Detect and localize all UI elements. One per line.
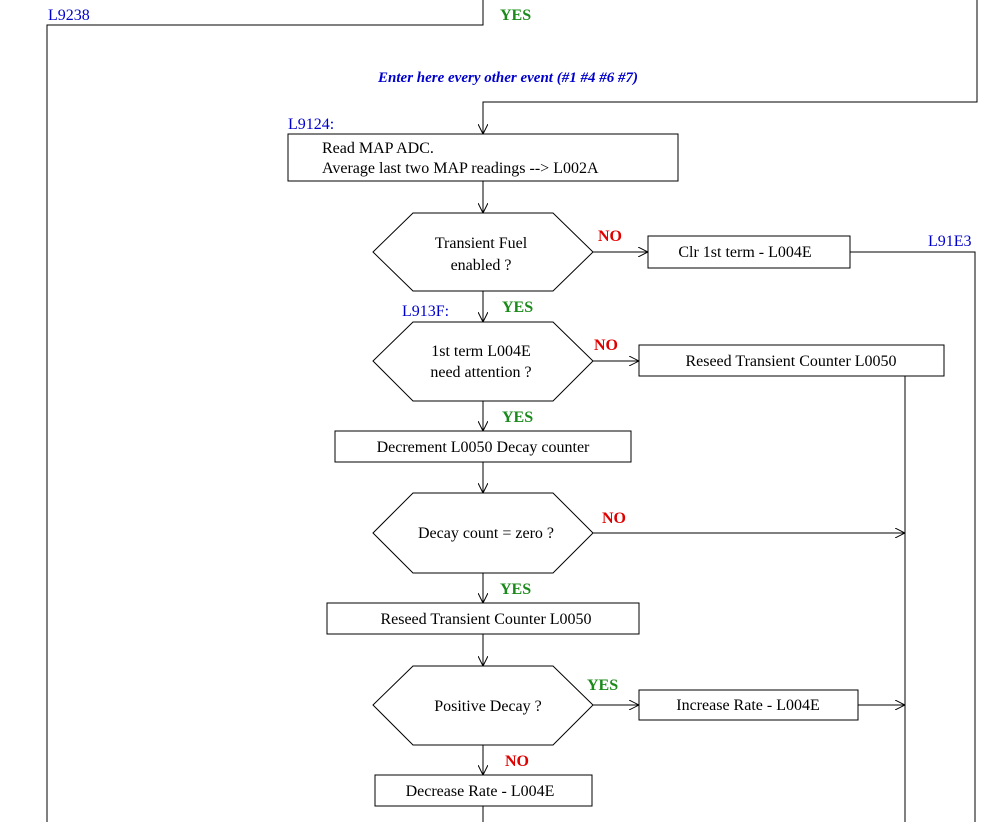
label-l9124: L9124: (288, 116, 334, 133)
branch-yes-transient: YES (502, 299, 533, 316)
reseed-counter-main-box (326, 602, 640, 635)
read-map-line1: Read MAP ADC. (322, 140, 434, 157)
branch-no-transient: NO (598, 228, 622, 245)
entry-note: Enter here every other event (#1 #4 #6 #… (377, 70, 638, 86)
clr-first-term-text: Clr 1st term - L004E (678, 244, 811, 261)
transient-enabled-line2: enabled ? (451, 257, 512, 274)
decrement-counter-box (334, 430, 632, 463)
connector-right-entry (483, 0, 978, 134)
label-l9238: L9238 (48, 7, 90, 24)
reseed-counter-main-text: Reseed Transient Counter L0050 (380, 611, 591, 628)
label-l91e3: L91E3 (928, 233, 972, 250)
first-term-line2: need attention ? (430, 364, 531, 381)
branch-no-first-term: NO (594, 337, 618, 354)
first-term-decision (372, 321, 594, 402)
label-l913f: L913F: (402, 303, 449, 320)
first-term-line1: 1st term L004E (431, 343, 531, 360)
reseed-counter-right-box (638, 344, 945, 377)
decay-zero-decision (372, 492, 594, 574)
connector-left-loop (46, 0, 484, 822)
branch-yes-decay-zero: YES (500, 581, 531, 598)
clr-first-term-box (647, 235, 851, 269)
positive-decay-text: Positive Decay ? (434, 698, 542, 715)
read-map-box (287, 133, 679, 182)
decrease-rate-text: Decrease Rate - L004E (406, 783, 555, 800)
transient-enabled-line1: Transient Fuel (435, 235, 528, 252)
branch-yes-first-term: YES (502, 409, 533, 426)
connector-clr-to-l91e3 (850, 251, 976, 822)
read-map-line2: Average last two MAP readings --> L002A (322, 160, 599, 177)
branch-no-positive: NO (505, 753, 529, 770)
branch-yes-top: YES (500, 7, 531, 24)
branch-no-decay-zero: NO (602, 510, 626, 527)
decay-zero-text: Decay count = zero ? (418, 525, 554, 542)
increase-rate-box (638, 689, 859, 721)
reseed-counter-right-text: Reseed Transient Counter L0050 (685, 353, 896, 370)
transient-enabled-decision (372, 212, 594, 292)
increase-rate-text: Increase Rate - L004E (676, 697, 819, 714)
decrease-rate-box (374, 774, 593, 807)
decrement-counter-text: Decrement L0050 Decay counter (377, 439, 590, 456)
branch-yes-positive: YES (587, 677, 618, 694)
positive-decay-decision (372, 665, 594, 746)
